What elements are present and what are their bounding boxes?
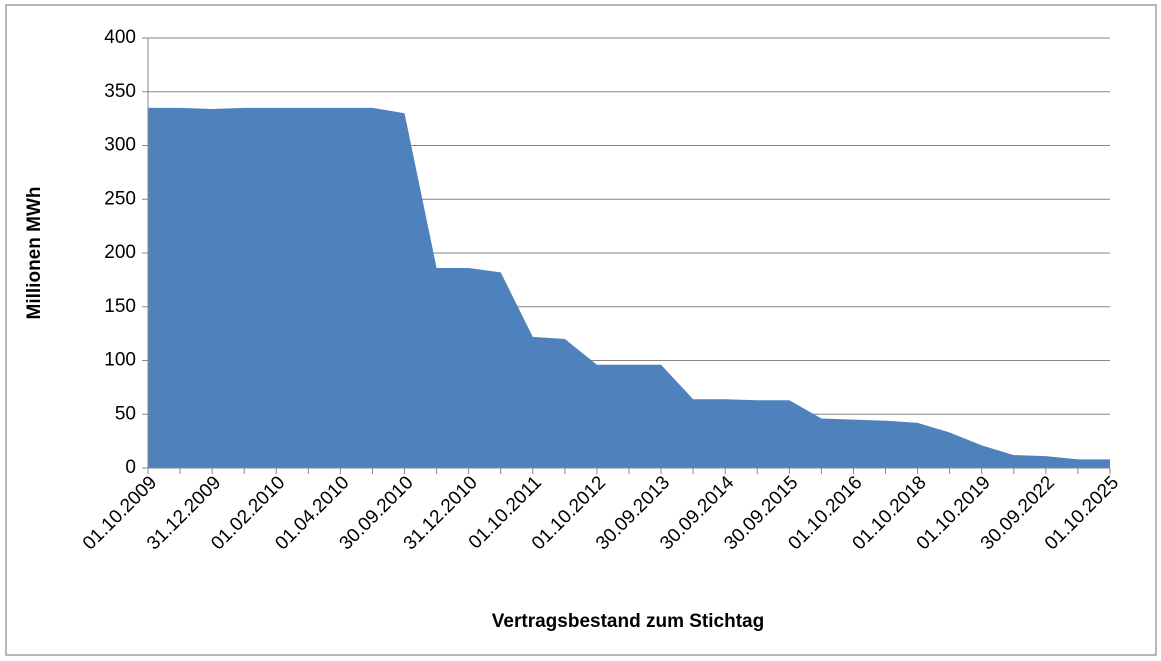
y-tick-label: 100: [104, 350, 136, 371]
area: [148, 107, 1110, 468]
y-tick-label: 0: [125, 457, 136, 478]
y-tick-label: 250: [104, 188, 136, 209]
y-tick-label: 150: [104, 296, 136, 317]
y-tick-label: 300: [104, 135, 136, 156]
x-axis-title: Vertragsbestand zum Stichtag: [492, 611, 764, 632]
y-tick-label: 350: [104, 81, 136, 102]
y-tick-label: 50: [115, 403, 136, 424]
y-tick-label: 200: [104, 242, 136, 263]
y-tick-label: 400: [104, 27, 136, 48]
y-axis-title: Millionen MWh: [24, 187, 45, 320]
